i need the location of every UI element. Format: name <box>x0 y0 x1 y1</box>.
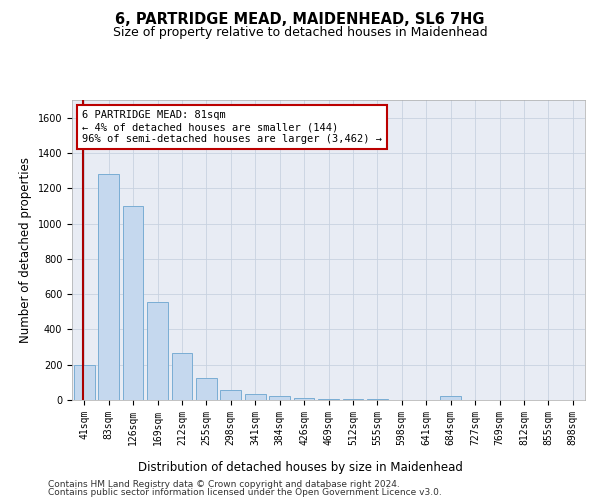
Bar <box>318 399 339 400</box>
Bar <box>220 390 241 400</box>
Bar <box>293 398 314 400</box>
Text: Contains public sector information licensed under the Open Government Licence v3: Contains public sector information licen… <box>48 488 442 497</box>
Y-axis label: Number of detached properties: Number of detached properties <box>19 157 32 343</box>
Bar <box>147 302 168 400</box>
Bar <box>367 399 388 400</box>
Text: Size of property relative to detached houses in Maidenhead: Size of property relative to detached ho… <box>113 26 487 39</box>
Text: 6, PARTRIDGE MEAD, MAIDENHEAD, SL6 7HG: 6, PARTRIDGE MEAD, MAIDENHEAD, SL6 7HG <box>115 12 485 28</box>
Bar <box>269 396 290 400</box>
Bar <box>440 396 461 400</box>
Bar <box>98 174 119 400</box>
Bar <box>343 399 364 400</box>
Bar <box>196 378 217 400</box>
Bar <box>245 394 266 400</box>
Bar <box>172 352 193 400</box>
Bar <box>74 364 95 400</box>
Bar <box>122 206 143 400</box>
Text: 6 PARTRIDGE MEAD: 81sqm
← 4% of detached houses are smaller (144)
96% of semi-de: 6 PARTRIDGE MEAD: 81sqm ← 4% of detached… <box>82 110 382 144</box>
Text: Distribution of detached houses by size in Maidenhead: Distribution of detached houses by size … <box>137 461 463 474</box>
Text: Contains HM Land Registry data © Crown copyright and database right 2024.: Contains HM Land Registry data © Crown c… <box>48 480 400 489</box>
